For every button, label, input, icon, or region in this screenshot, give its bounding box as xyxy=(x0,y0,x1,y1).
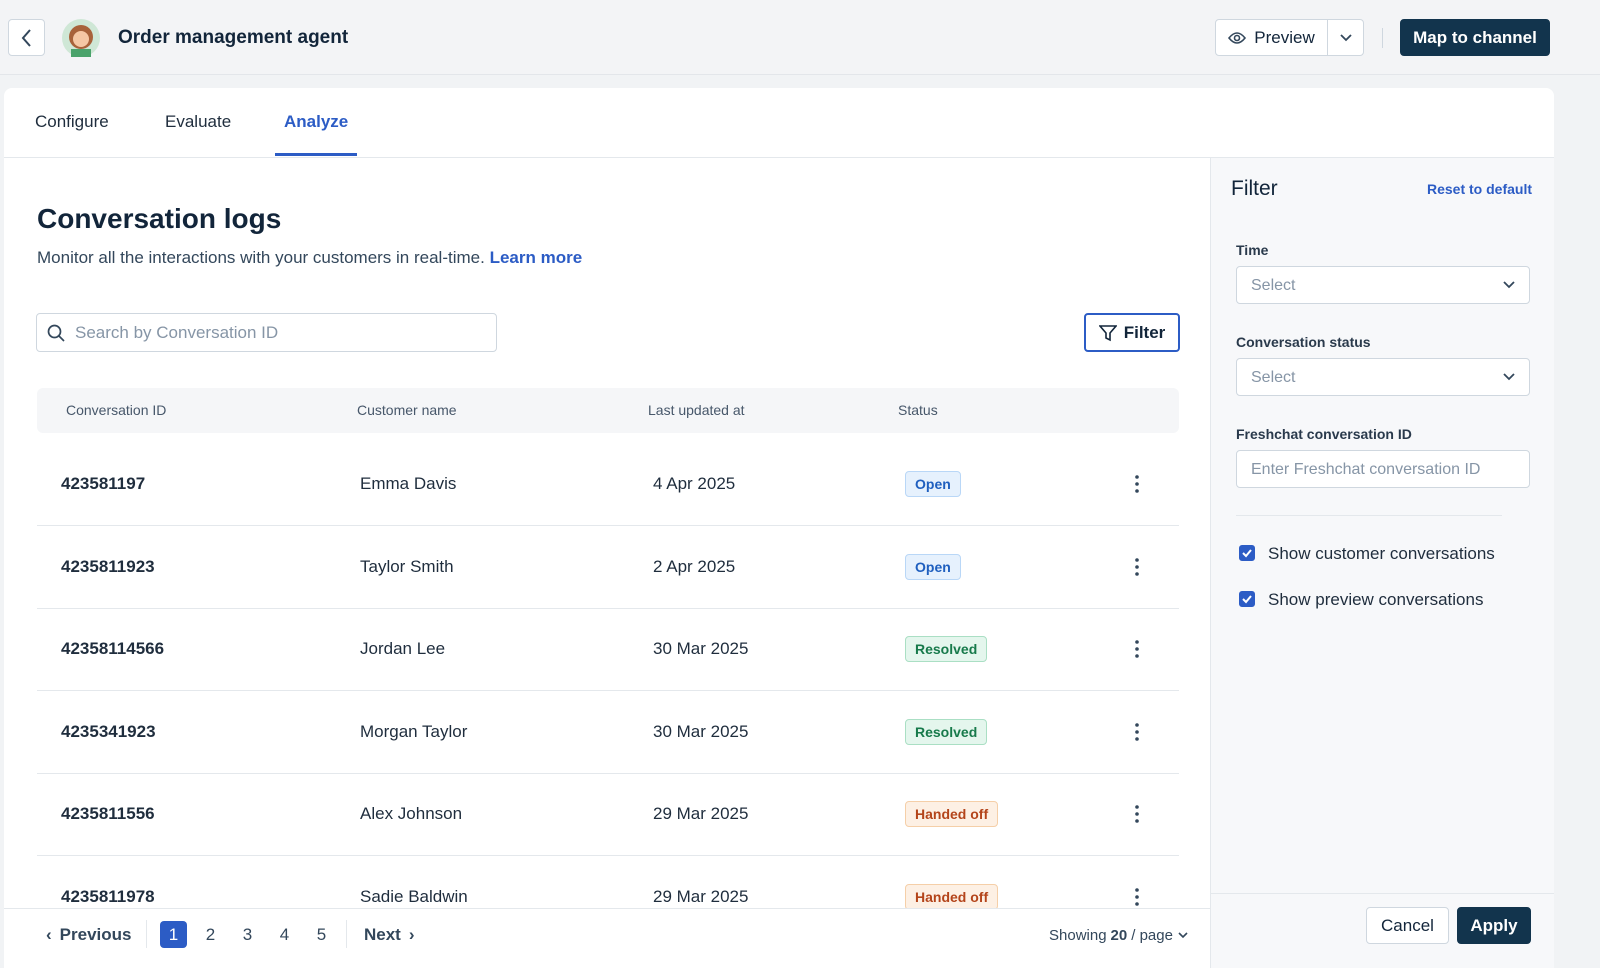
search-box[interactable]: Search by Conversation ID xyxy=(36,313,497,352)
previous-label: Previous xyxy=(59,925,132,944)
row-separator xyxy=(37,525,1179,526)
column-header: Conversation ID xyxy=(66,402,167,418)
divider xyxy=(1236,515,1502,516)
table-header xyxy=(37,388,1179,433)
customer-name: Morgan Taylor xyxy=(360,721,468,741)
last-updated: 30 Mar 2025 xyxy=(653,721,749,741)
customer-name: Sadie Baldwin xyxy=(360,887,468,906)
preview-label: Preview xyxy=(1254,27,1315,47)
checkbox[interactable] xyxy=(1239,591,1255,607)
column-header: Status xyxy=(898,402,938,418)
status-badge: Resolved xyxy=(905,718,988,745)
tab-border xyxy=(4,157,1554,158)
tab[interactable]: Evaluate xyxy=(165,112,232,131)
customer-name: Emma Davis xyxy=(360,474,457,493)
filter-title: Filter xyxy=(1231,177,1278,200)
checkbox-label: Show customer conversations xyxy=(1268,544,1495,563)
dropdown[interactable]: Select xyxy=(1236,266,1530,304)
last-updated: 4 Apr 2025 xyxy=(653,474,736,493)
agent-title: Order management agent xyxy=(118,27,349,48)
next-label: Next xyxy=(364,925,401,944)
reset-link[interactable]: Reset to default xyxy=(1427,181,1533,197)
customer-name: Jordan Lee xyxy=(360,639,446,659)
filter-button-label: Filter xyxy=(1123,322,1166,342)
page-size-value: 20 xyxy=(1110,927,1128,944)
row-separator xyxy=(37,607,1179,609)
row-menu[interactable] xyxy=(1134,640,1140,658)
field-label: Freshchat conversation ID xyxy=(1236,426,1412,442)
row-menu[interactable] xyxy=(1134,888,1140,906)
status-badge: Open xyxy=(905,471,961,497)
row-menu[interactable] xyxy=(1134,475,1140,493)
preview-dropdown[interactable] xyxy=(1327,19,1364,56)
row-separator xyxy=(37,855,1179,857)
footer-border xyxy=(1211,893,1554,894)
checkbox[interactable] xyxy=(1239,545,1255,561)
tab[interactable]: Configure xyxy=(35,112,109,131)
search-placeholder: Search by Conversation ID xyxy=(75,322,279,342)
column-header: Last updated at xyxy=(648,402,745,418)
page-number[interactable]: 1 xyxy=(160,921,187,948)
row-separator xyxy=(37,772,1179,774)
conversation-id: 4235811978 xyxy=(61,887,155,906)
text-input[interactable]: Enter Freshchat conversation ID xyxy=(1236,450,1530,488)
showing-label: Showing xyxy=(1049,927,1107,944)
checkbox-label: Show preview conversations xyxy=(1268,590,1484,609)
status-badge: Open xyxy=(905,553,961,580)
next-button[interactable]: Next › xyxy=(364,925,415,944)
conversation-id: 42358114566 xyxy=(61,639,165,659)
divider xyxy=(1382,28,1383,48)
page-number[interactable]: 3 xyxy=(242,925,253,944)
page-size[interactable]: Showing 20/ page xyxy=(1049,927,1189,944)
divider xyxy=(346,920,347,948)
learn-more-link[interactable]: Learn more xyxy=(489,248,583,267)
row-separator xyxy=(37,690,1179,692)
row-menu[interactable] xyxy=(1134,805,1140,824)
per-page-label: / page xyxy=(1131,927,1173,944)
preview-button[interactable]: Preview xyxy=(1215,19,1328,56)
conversation-id: 4235811556 xyxy=(61,804,155,824)
map-channel-button[interactable]: Map to channel xyxy=(1400,19,1550,56)
divider xyxy=(146,920,147,948)
field-label: Time xyxy=(1236,242,1269,258)
conversation-id: 4235341923 xyxy=(61,721,156,741)
last-updated: 30 Mar 2025 xyxy=(653,639,749,659)
tab[interactable]: Analyze xyxy=(284,112,349,131)
column-header: Customer name xyxy=(357,402,457,418)
field-label: Conversation status xyxy=(1236,334,1371,350)
dropdown[interactable]: Select xyxy=(1236,358,1530,396)
logs-title: Conversation logs xyxy=(37,203,282,234)
tab-indicator xyxy=(275,153,357,156)
row-menu[interactable] xyxy=(1134,722,1140,741)
pagination-bar xyxy=(4,908,1210,968)
logs-description: Monitor all the interactions with your c… xyxy=(37,248,582,268)
customer-name: Alex Johnson xyxy=(360,804,463,824)
cancel-button[interactable]: Cancel xyxy=(1366,907,1449,944)
status-badge: Resolved xyxy=(905,636,988,663)
previous-button[interactable]: ‹ Previous xyxy=(46,925,132,944)
description-text: Monitor all the interactions with your c… xyxy=(37,248,485,267)
back-button[interactable] xyxy=(8,19,45,56)
table-body: 423581197 Emma Davis 4 Apr 2025 Open 4235811… xyxy=(37,471,1179,908)
page-number[interactable]: 5 xyxy=(316,925,327,944)
row-menu[interactable] xyxy=(1134,557,1140,576)
status-badge: Handed off xyxy=(905,801,999,828)
conversation-id: 4235811923 xyxy=(61,556,155,576)
customer-name: Taylor Smith xyxy=(360,556,454,576)
page-number[interactable]: 4 xyxy=(279,925,290,944)
last-updated: 2 Apr 2025 xyxy=(653,556,736,576)
avatar xyxy=(62,19,100,57)
filter-button[interactable]: Filter xyxy=(1084,313,1180,352)
last-updated: 29 Mar 2025 xyxy=(653,887,749,906)
conversation-id: 423581197 xyxy=(61,474,146,493)
page-number[interactable]: 2 xyxy=(205,925,216,944)
status-badge: Handed off xyxy=(905,884,999,908)
last-updated: 29 Mar 2025 xyxy=(653,804,749,824)
apply-button[interactable]: Apply xyxy=(1457,907,1531,944)
